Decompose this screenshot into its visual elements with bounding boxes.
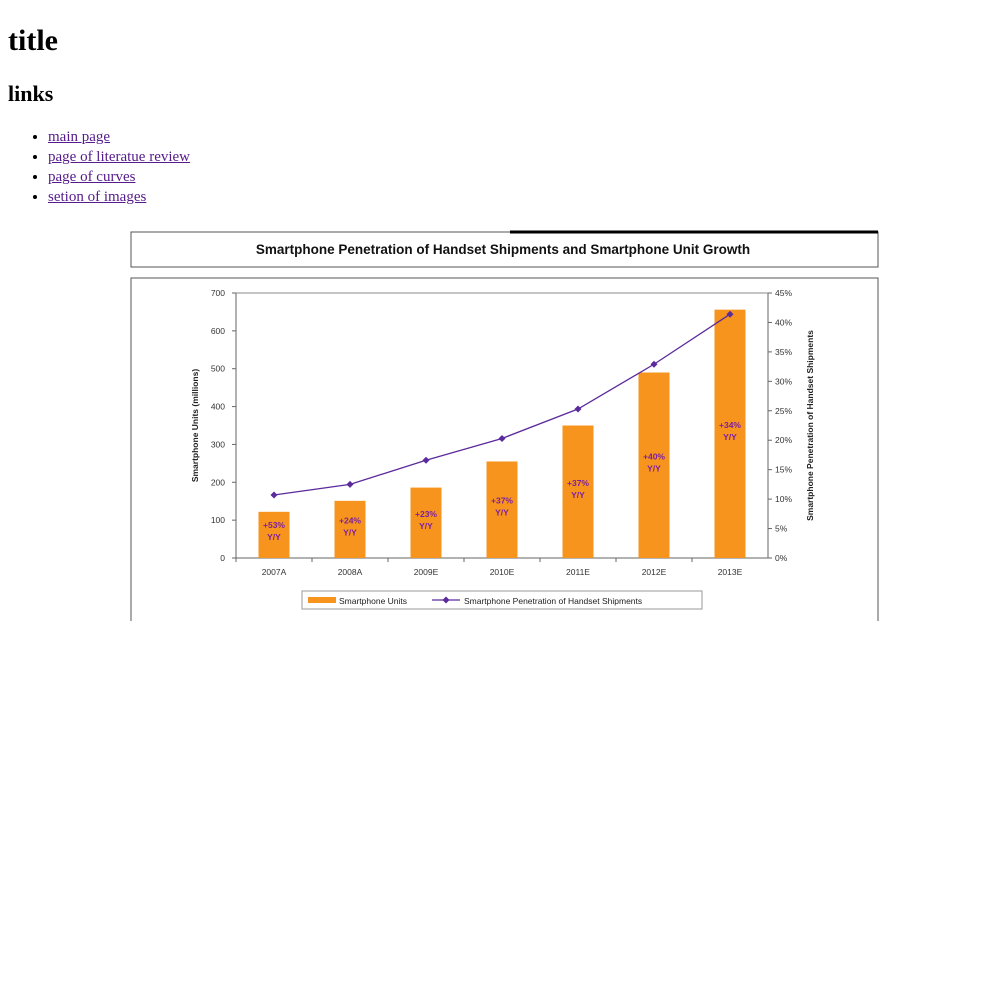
list-item: page of literatue review — [48, 147, 190, 167]
y-tick-label: 100 — [211, 515, 225, 525]
bar — [714, 309, 746, 558]
y2-tick-label: 45% — [775, 288, 792, 298]
x-tick-label: 2011E — [566, 567, 590, 577]
bar — [334, 500, 366, 558]
line-point — [270, 491, 278, 499]
bar-data-label: +40% — [643, 451, 665, 461]
y2-tick-label: 5% — [775, 524, 788, 534]
y2-axis-label: Smartphone Penetration of Handset Shipme… — [805, 330, 815, 521]
bar-data-label: +53% — [263, 520, 285, 530]
x-tick-label: 2012E — [642, 567, 667, 577]
line-point — [346, 480, 354, 488]
penetration-line — [270, 310, 734, 499]
bar-data-label: Y/Y — [495, 508, 509, 518]
link-images[interactable]: setion of images — [48, 189, 147, 205]
y2-tick-label: 20% — [775, 435, 792, 445]
y2-tick-label: 15% — [775, 465, 792, 475]
legend-label: Smartphone Penetration of Handset Shipme… — [464, 596, 642, 606]
line-point — [498, 434, 506, 442]
chart-svg: Smartphone Penetration of Handset Shipme… — [130, 230, 879, 624]
bar — [258, 511, 290, 558]
chart-title: Smartphone Penetration of Handset Shipme… — [256, 242, 750, 257]
links-heading: links — [8, 81, 54, 106]
list-item: page of curves — [48, 167, 190, 187]
x-tick-label: 2010E — [490, 567, 515, 577]
axes: 0 100 200 300 400 500 600 700 0% 5% 10% 15% 20% 25% 30… — [211, 288, 793, 577]
bar-data-label: +24% — [339, 515, 361, 525]
links-list: main page page of literatue review page … — [8, 127, 190, 207]
bar — [410, 487, 442, 558]
bar-data-label: +34% — [719, 420, 741, 430]
bar-data-label: Y/Y — [267, 532, 281, 542]
y2-tick-label: 10% — [775, 494, 792, 504]
bar-data-label: +37% — [491, 496, 513, 506]
bar — [562, 425, 594, 558]
y-tick-label: 600 — [211, 326, 225, 336]
y-tick-label: 700 — [211, 288, 225, 298]
line-point — [650, 360, 658, 368]
line-point — [574, 405, 582, 413]
bar-data-label: Y/Y — [723, 432, 737, 442]
y2-tick-label: 35% — [775, 347, 792, 357]
y-axis-label: Smartphone Units (millions) — [190, 369, 200, 483]
link-main-page[interactable]: main page — [48, 129, 111, 145]
y-tick-label: 400 — [211, 402, 225, 412]
bar-data-label: Y/Y — [419, 521, 433, 531]
x-tick-label: 2013E — [718, 567, 743, 577]
list-item: setion of images — [48, 187, 190, 207]
bar — [486, 461, 518, 558]
bar-data-label: Y/Y — [343, 527, 357, 537]
y2-tick-label: 0% — [775, 553, 788, 563]
x-tick-label: 2007A — [262, 567, 287, 577]
chart-image: Smartphone Penetration of Handset Shipme… — [130, 229, 880, 624]
title-box — [130, 231, 879, 268]
y-tick-label: 300 — [211, 439, 225, 449]
bar-data-label: Y/Y — [571, 490, 585, 500]
page-title: title — [8, 24, 58, 57]
plot-frame — [130, 277, 879, 624]
legend-swatch-marker — [442, 596, 450, 604]
y2-tick-label: 25% — [775, 406, 792, 416]
link-curves[interactable]: page of curves — [48, 169, 136, 185]
y2-tick-label: 30% — [775, 376, 792, 386]
bar-labels: +53% Y/Y +24% Y/Y +23% Y/Y +37% Y/Y +37% Y/Y +40% Y… — [263, 420, 741, 542]
legend-label: Smartphone Units — [339, 596, 407, 606]
line-point — [422, 456, 430, 464]
y-tick-label: 200 — [211, 477, 225, 487]
x-tick-label: 2008A — [338, 567, 363, 577]
y2-tick-label: 40% — [775, 317, 792, 327]
y-tick-label: 500 — [211, 364, 225, 374]
legend-box — [301, 590, 703, 610]
legend: Smartphone Units Smartphone Penetration o… — [301, 590, 703, 610]
x-tick-label: 2009E — [414, 567, 439, 577]
link-literature-review[interactable]: page of literatue review — [48, 149, 191, 165]
bar-data-label: +37% — [567, 478, 589, 488]
bar — [638, 372, 670, 558]
line-point — [726, 310, 734, 318]
bar-data-label: +23% — [415, 509, 437, 519]
list-item: main page — [48, 127, 190, 147]
y-tick-label: 0 — [220, 553, 225, 563]
bar-data-label: Y/Y — [647, 463, 661, 473]
legend-swatch-bars — [308, 597, 336, 603]
bars — [258, 309, 746, 558]
